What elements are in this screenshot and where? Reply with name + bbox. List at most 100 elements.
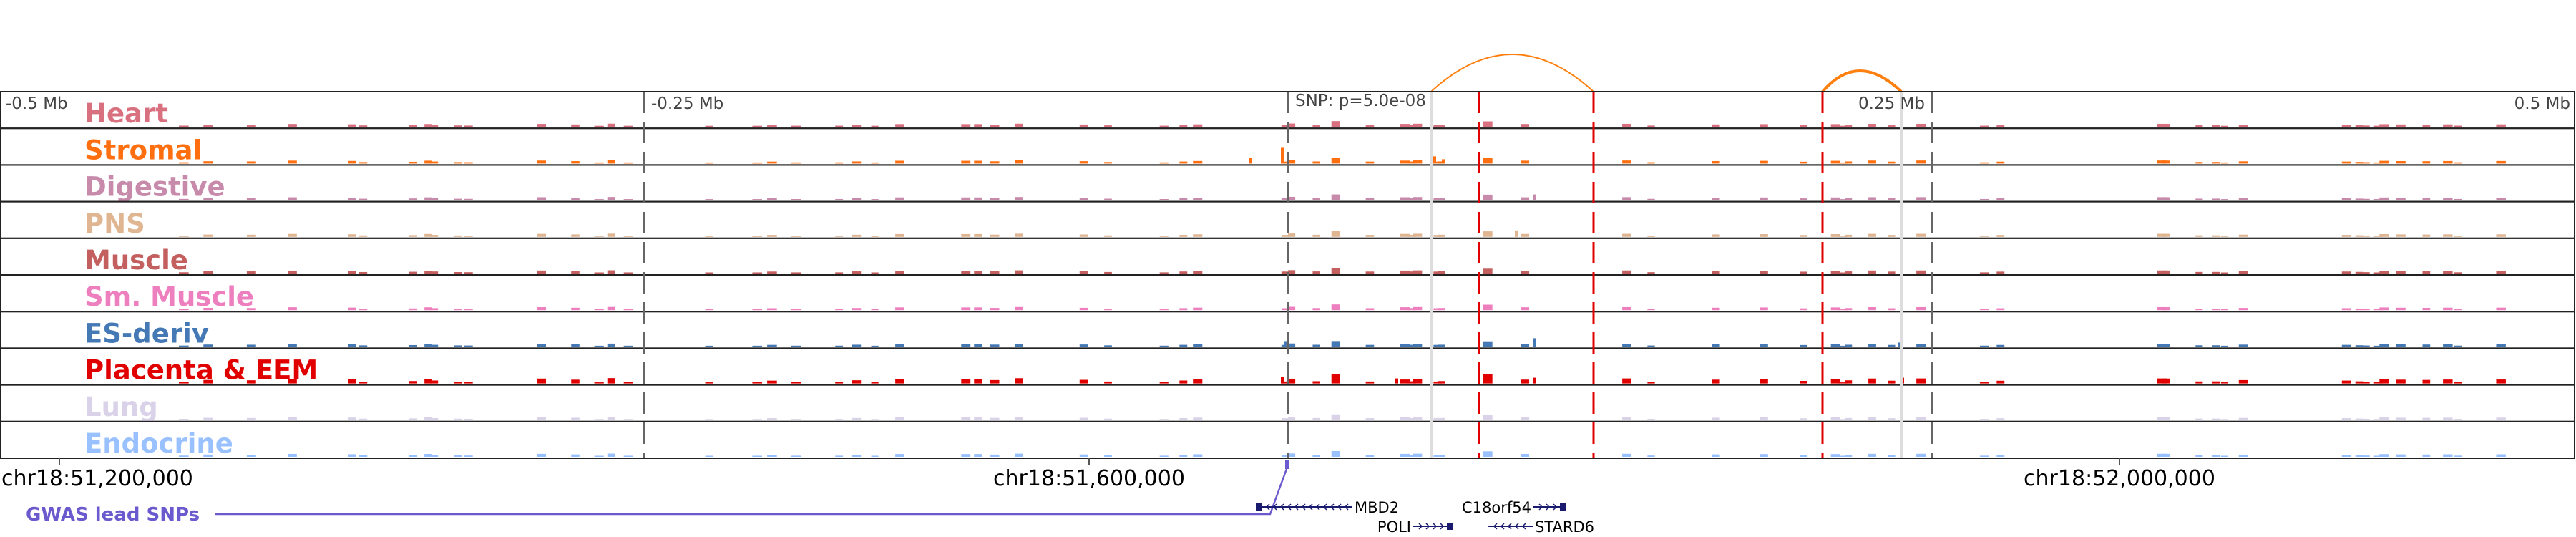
signal-bar [607,343,615,347]
signal-bar [2195,345,2203,347]
signal-bar [2220,345,2229,347]
signal-bar [2362,382,2370,384]
signal-bar [705,236,713,237]
signal-bar [1288,453,1296,457]
signal-bar [1521,270,1530,274]
signal-bar [705,455,713,457]
signal-bar [752,419,762,420]
signal-bar [2362,125,2370,127]
strand-arrow-icon [1507,523,1512,530]
signal-bar [1281,125,1289,127]
signal-bar [1015,306,1023,311]
signal-bar [1015,270,1023,274]
signal-bar [2443,160,2453,164]
signal-bar [2157,270,2167,274]
signal-bar [2496,307,2506,311]
signal-bar [179,345,189,347]
signal-bar [1838,272,1848,274]
strand-arrow-icon [1322,503,1327,511]
track-label: Muscle [84,245,188,276]
signal-bar [429,125,439,127]
signal-bar [1365,455,1375,457]
signal-bar [348,454,356,457]
signal-bar [1079,454,1089,457]
signal-bar [752,272,762,274]
signal-bar [1647,418,1655,420]
signal-bar [2341,161,2351,164]
signal-bar [791,309,801,311]
signal-bar [2396,160,2406,164]
signal-bar [429,308,439,311]
signal-bar [1281,418,1289,420]
signal-bar [464,345,473,347]
signal-bar [571,344,580,347]
signal-bar [2443,198,2453,200]
signal-bar [2212,381,2220,384]
strand-arrow-icon [1287,503,1292,511]
signal-bar [2496,124,2506,127]
signal-bar [990,379,1000,384]
signal-bar [179,236,189,237]
signal-bar [1712,379,1720,384]
gene-poli[interactable]: POLI [1377,518,1453,536]
signal-bar [537,453,547,457]
signal-bar [203,234,213,237]
signal-bar [1483,374,1493,384]
signal-bar [1312,308,1320,311]
signal-bar [1622,344,1631,347]
signal-bar [1979,236,1989,237]
signal-bar [1868,307,1876,311]
gwas-snp-marker[interactable] [1285,460,1289,469]
signal-bar [961,454,971,457]
signal-bar [1400,124,1410,127]
signal-bar [1438,417,1445,420]
signal-bar [752,309,762,311]
gene-stard6[interactable]: STARD6 [1488,518,1594,536]
signal-bar [852,308,862,311]
signal-bar [835,455,844,457]
signal-peak [1249,158,1252,164]
signal-bar [288,378,297,384]
signal-bar [1622,123,1631,127]
signal-bar [537,307,547,311]
signal-bar [2379,379,2389,384]
strand-arrow-icon [1418,523,1423,530]
signal-bar [1400,344,1410,347]
strand-arrow-icon [1521,523,1526,530]
gene-mbd2[interactable]: MBD2 [1256,499,1399,516]
interaction-arc [1430,54,1594,92]
signal-bar [537,124,547,127]
signal-bar [1193,344,1203,347]
signal-bar [203,161,213,164]
signal-bar [791,345,801,347]
signal-bar [358,381,368,384]
signal-bar [429,234,439,237]
signal-bar [2496,417,2506,420]
signal-bar [2373,455,2384,457]
gene-track: MBD2 POLI C18orf54 STARD6 [1256,499,1594,536]
signal-bar [1838,455,1848,457]
signal-bar [871,162,879,164]
signal-bar [2396,417,2406,420]
signal-bar [1838,236,1848,237]
signal-bar [594,199,604,200]
signal-bar [1015,417,1023,420]
signal-bar [974,379,982,384]
signal-bar [1331,231,1340,237]
signal-bar [2379,234,2389,237]
signal-bar [852,161,862,164]
signal-bar [1433,455,1442,457]
gene-c18orf54[interactable]: C18orf54 [1462,499,1566,516]
signal-bar [1647,235,1655,237]
signal-bar [623,309,633,311]
signal-bar [409,235,417,237]
signal-bar [288,270,297,274]
signal-bar [767,198,777,200]
scale-label-left: -0.5 Mb [6,95,68,113]
signal-bar [1288,378,1296,384]
signal-bar [752,345,762,347]
signal-bar [2195,455,2203,457]
signal-bar [1438,271,1445,274]
signal-bar [1888,235,1896,237]
signal-bar [179,382,189,384]
